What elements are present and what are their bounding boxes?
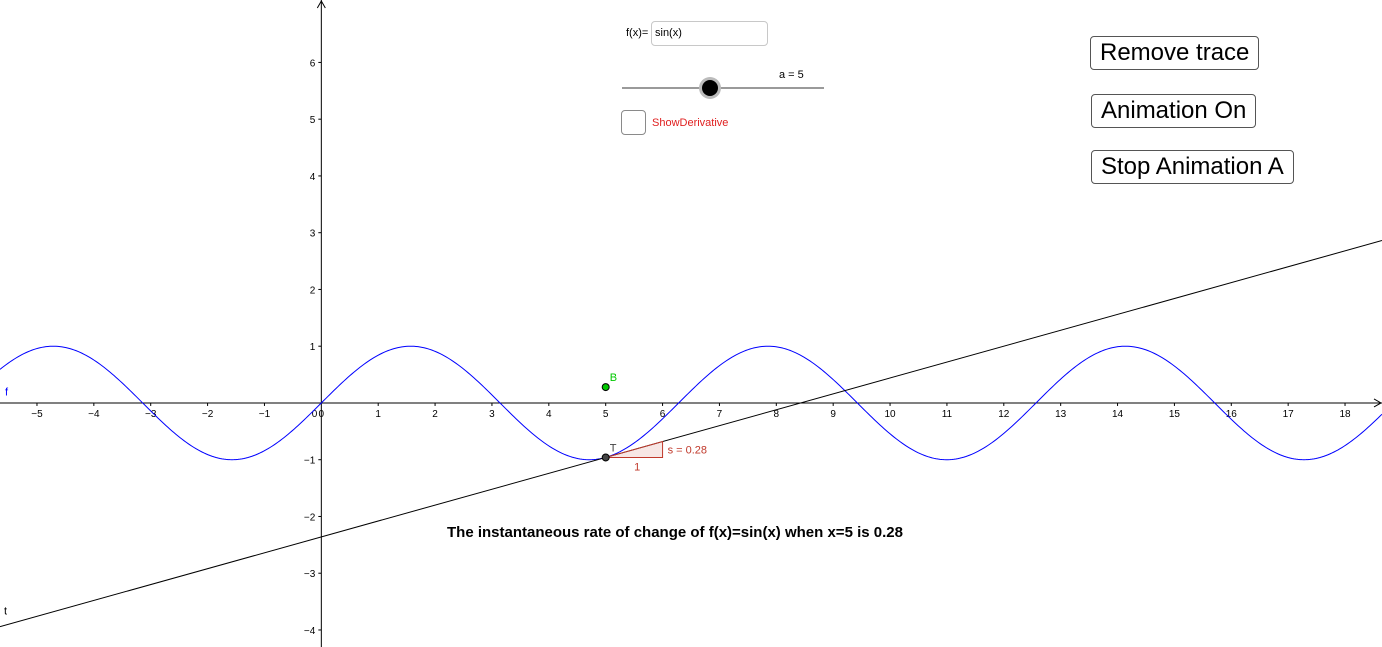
- y-tick-label: 3: [310, 229, 316, 240]
- function-input-label: f(x)=: [626, 27, 649, 39]
- y-tick-label: 5: [310, 115, 316, 126]
- marks: s = 0.28 1 T B: [601, 372, 707, 473]
- slope-label: s = 0.28: [668, 444, 707, 456]
- x-tick-label: 5: [603, 409, 609, 420]
- y-tick-label: −1: [304, 456, 316, 467]
- x-tick-label: 18: [1339, 409, 1351, 420]
- x-tick-label: −5: [31, 409, 43, 420]
- tick-labels: −5 −4 −3 −2 −1 0 1 2 3 4 5 6 7 8 9 10 11 12 13 14 15 16 17 180−…: [31, 58, 1351, 637]
- slider-a-handle[interactable]: [702, 80, 718, 96]
- slope-triangle: [605, 440, 664, 458]
- y-tick-label: 2: [310, 285, 316, 296]
- y-axis-arrow: [316, 0, 326, 9]
- x-tick-label: 8: [774, 409, 780, 420]
- point-b-label: B: [610, 372, 617, 384]
- slider-a-track[interactable]: [622, 87, 824, 89]
- x-tick-label: 10: [884, 409, 896, 420]
- point-b: [601, 383, 610, 392]
- y-tick-label: −4: [304, 626, 316, 637]
- show-derivative-label[interactable]: ShowDerivative: [652, 117, 729, 129]
- animation-on-button[interactable]: Animation On: [1091, 94, 1257, 128]
- show-derivative-checkbox[interactable]: [621, 110, 646, 135]
- x-tick-label: 17: [1283, 409, 1295, 420]
- series-t-line: [0, 240, 1382, 628]
- rate-of-change-caption: The instantaneous rate of change of f(x)…: [447, 524, 903, 541]
- series-f-curve: [0, 345, 1382, 461]
- x-tick-label: 16: [1226, 409, 1238, 420]
- stop-animation-button[interactable]: Stop Animation A: [1091, 150, 1294, 184]
- y-tick-label: 6: [310, 58, 316, 69]
- y-tick-label: 1: [310, 342, 316, 353]
- y-tick-label: −2: [304, 512, 316, 523]
- run-label: 1: [634, 461, 640, 473]
- point-t: [601, 453, 610, 462]
- x-tick-label: 7: [717, 409, 723, 420]
- x-tick-label: 0: [319, 409, 325, 420]
- x-tick-label: 13: [1055, 409, 1067, 420]
- x-tick-label: 12: [998, 409, 1010, 420]
- x-tick-label: −1: [259, 409, 271, 420]
- series-t-label: t: [4, 606, 7, 618]
- x-tick-label: 2: [432, 409, 438, 420]
- x-tick-label: 1: [375, 409, 381, 420]
- x-tick-label: 3: [489, 409, 495, 420]
- slider-a-label: a = 5: [779, 69, 804, 81]
- x-tick-label: 14: [1112, 409, 1124, 420]
- curves: ft: [0, 240, 1382, 628]
- x-axis-arrow: [1373, 398, 1382, 408]
- x-tick-label: 4: [546, 409, 552, 420]
- x-tick-label: 6: [660, 409, 666, 420]
- x-tick-label: −2: [202, 409, 214, 420]
- x-tick-label: −4: [88, 409, 100, 420]
- x-tick-label: 11: [942, 409, 953, 420]
- origin-label: 0: [312, 409, 318, 420]
- x-tick-label: −3: [145, 409, 157, 420]
- x-tick-label: 15: [1169, 409, 1181, 420]
- remove-trace-button[interactable]: Remove trace: [1090, 36, 1260, 70]
- x-tick-label: 9: [830, 409, 836, 420]
- series-f-label: f: [5, 386, 9, 398]
- y-tick-label: 4: [310, 172, 316, 183]
- function-input[interactable]: sin(x): [651, 21, 768, 46]
- y-tick-label: −3: [304, 569, 316, 580]
- point-t-label: T: [610, 442, 617, 454]
